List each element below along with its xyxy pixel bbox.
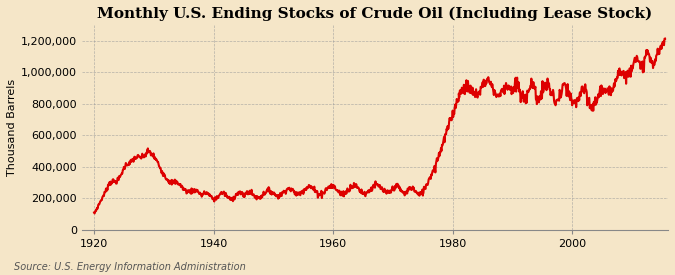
- Title: Monthly U.S. Ending Stocks of Crude Oil (Including Lease Stock): Monthly U.S. Ending Stocks of Crude Oil …: [97, 7, 653, 21]
- Text: Source: U.S. Energy Information Administration: Source: U.S. Energy Information Administ…: [14, 262, 245, 272]
- Y-axis label: Thousand Barrels: Thousand Barrels: [7, 79, 17, 176]
